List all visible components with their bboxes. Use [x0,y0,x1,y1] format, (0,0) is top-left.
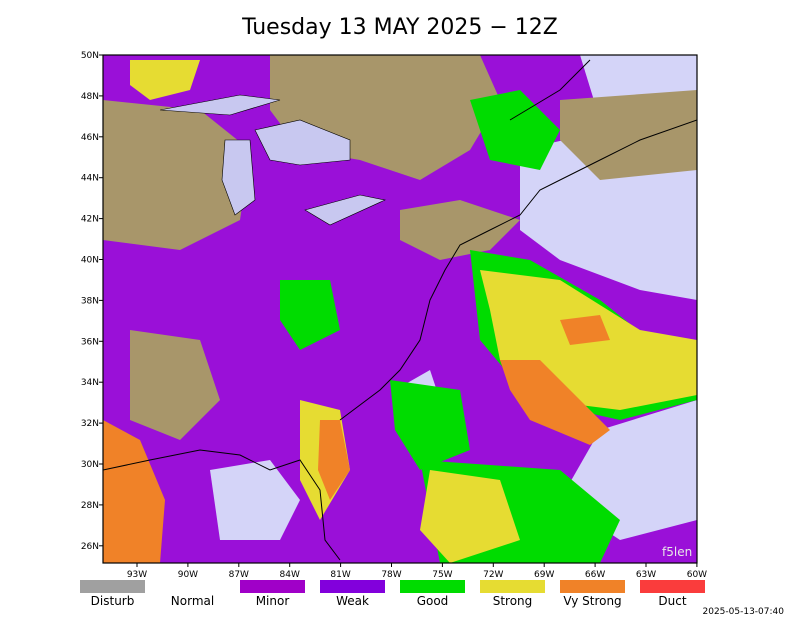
lon-label: 90W [178,570,198,580]
lat-label: 42N [81,215,99,225]
timestamp: 2025-05-13-07:40 [703,607,785,617]
legend-swatch [640,580,705,593]
lat-label: 36N [81,337,99,347]
legend-label: Vy Strong [563,594,621,608]
lon-label: 75W [432,570,452,580]
lon-label: 63W [636,570,656,580]
lat-label: 34N [81,378,99,388]
legend-swatch [320,580,385,593]
lon-label: 78W [381,570,401,580]
lon-label: 84W [280,570,300,580]
map-frame [102,54,698,564]
legend-label: Duct [658,594,686,608]
legend-swatch [240,580,305,593]
lat-label: 46N [81,133,99,143]
lon-label: 93W [127,570,147,580]
legend-label: Strong [493,594,533,608]
lon-label: 87W [229,570,249,580]
lat-label: 38N [81,296,99,306]
legend-swatch [480,580,545,593]
map-title: Tuesday 13 MAY 2025 − 12Z [241,15,558,40]
lon-label: 66W [585,570,605,580]
map-field [103,55,697,563]
lat-label: 28N [81,501,99,511]
legend-swatch [160,580,225,593]
legend-label: Disturb [91,594,135,608]
watermark: f5len [662,545,692,559]
legend-label: Weak [336,594,369,608]
lon-label: 69W [534,570,554,580]
lat-label: 48N [81,92,99,102]
lat-label: 26N [81,542,99,552]
lat-label: 50N [81,51,99,61]
lat-label: 40N [81,256,99,266]
lon-label: 72W [483,570,503,580]
lat-label: 44N [81,174,99,184]
legend-label: Minor [256,594,290,608]
lat-label: 30N [81,460,99,470]
legend-label: Normal [171,594,214,608]
legend-swatch [80,580,145,593]
legend-swatch [560,580,625,593]
lon-label: 81W [330,570,350,580]
legend-swatch [400,580,465,593]
legend-label: Good [417,594,449,608]
lon-label: 60W [687,570,707,580]
lat-label: 32N [81,419,99,429]
